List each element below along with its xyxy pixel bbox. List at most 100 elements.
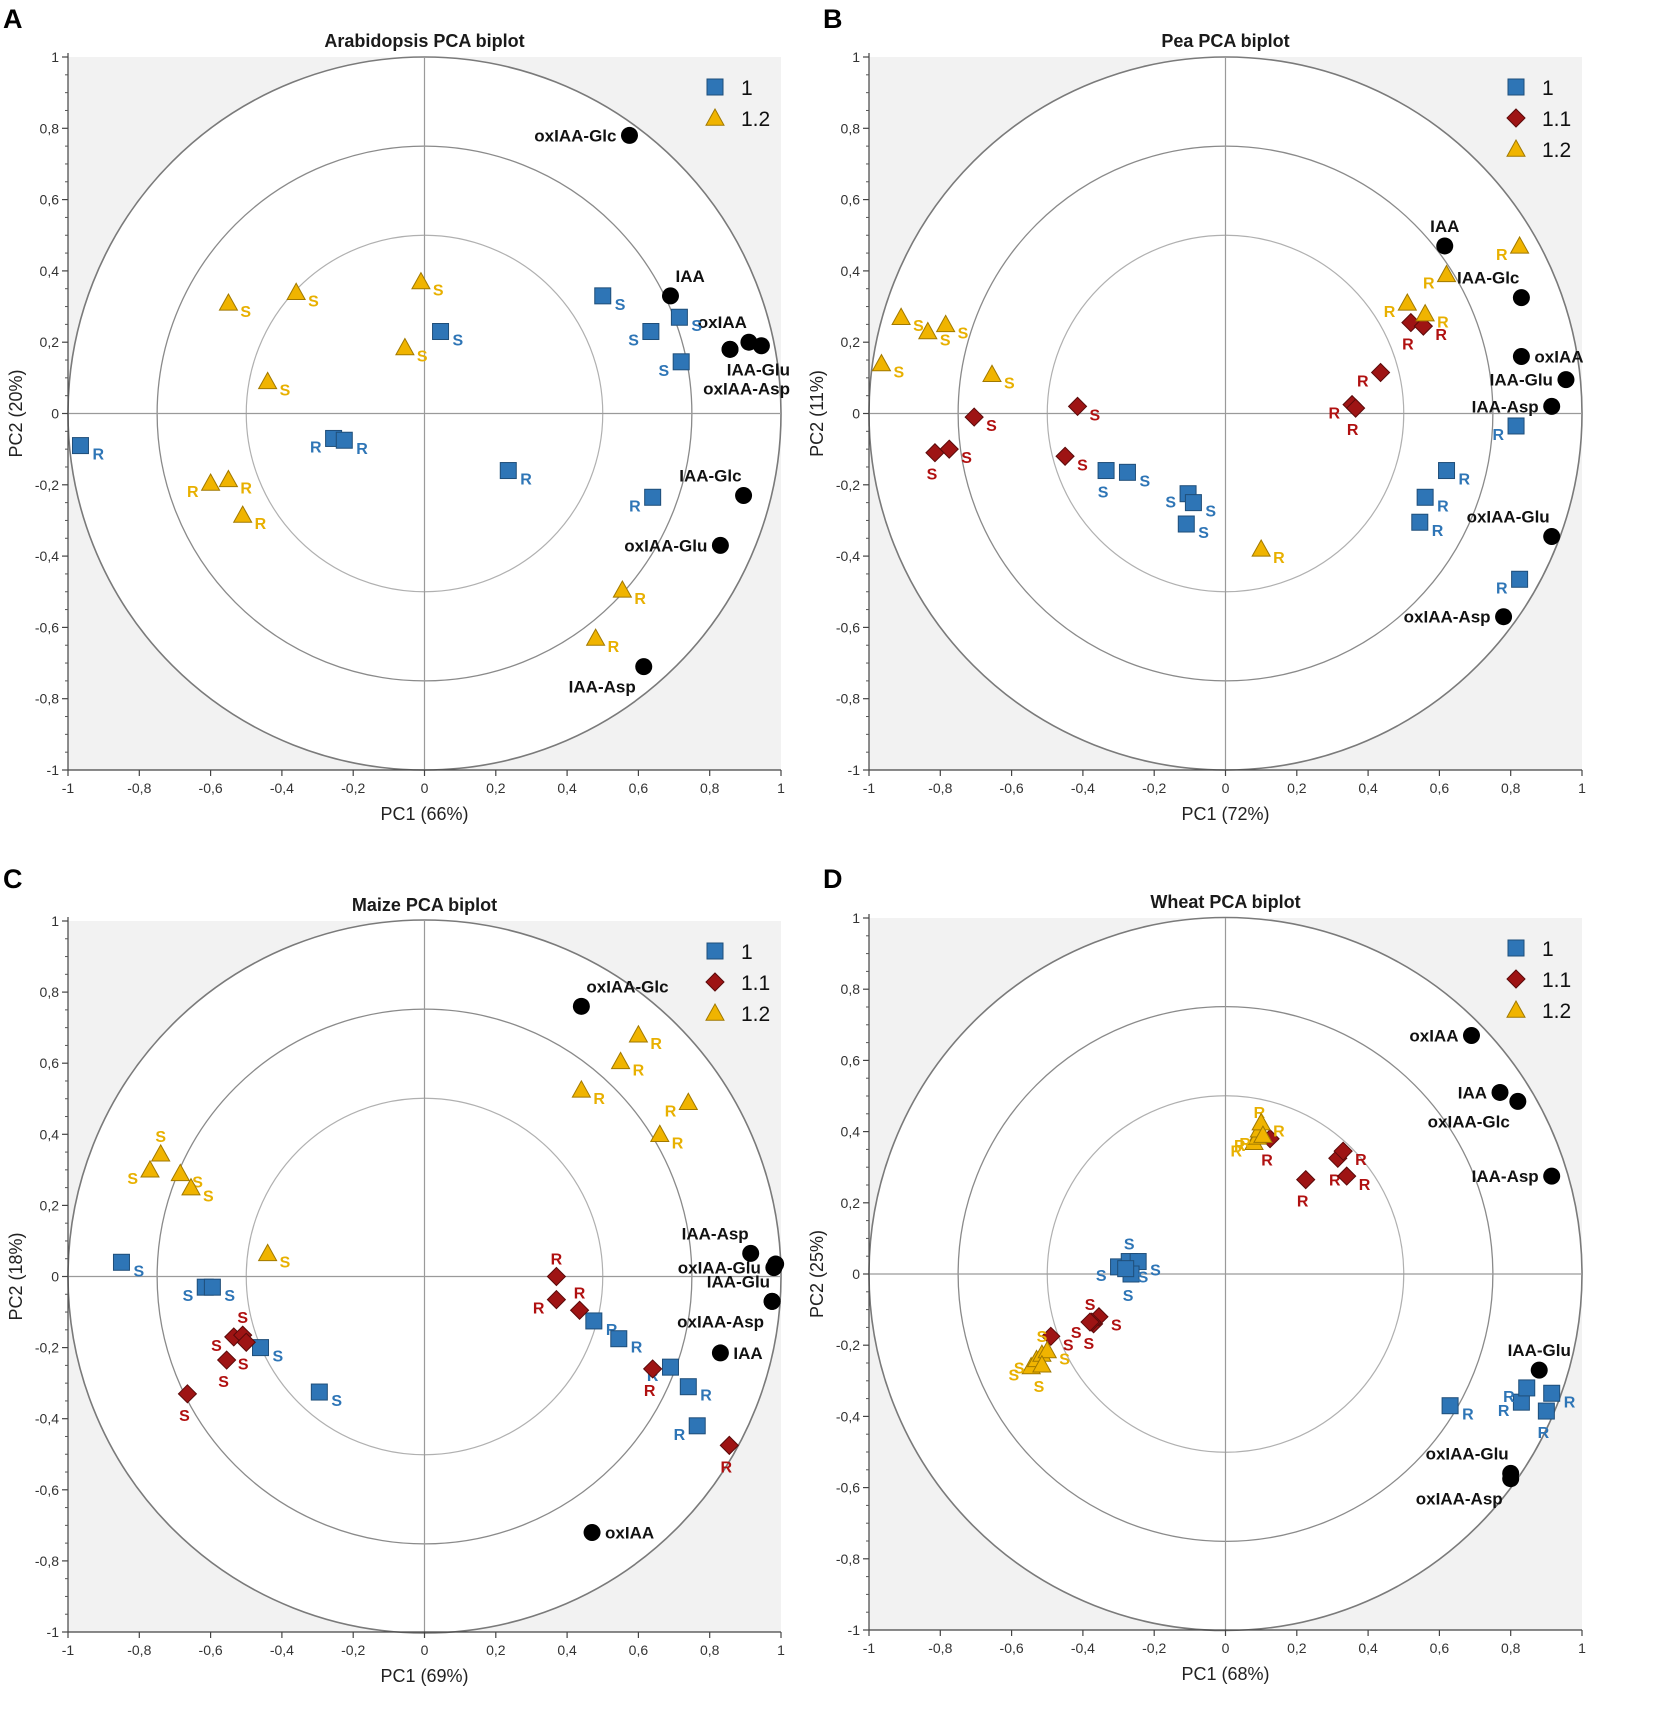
sample-label: S [927,467,938,484]
y-tick-label: -0,6 [836,1480,860,1496]
x-tick-label: -0,8 [928,780,952,796]
sample-point-triangle [1253,1125,1273,1143]
x-tick-label: -0,8 [127,1642,151,1658]
sample-point-square [1438,462,1456,480]
sample-label: S [1004,375,1015,392]
sample-point-square [252,1339,270,1357]
y-tick-label: -0,2 [836,1337,860,1353]
sample-point-diamond [1041,1326,1061,1347]
y-tick-label: -0,4 [836,548,860,564]
sample-point-square [594,287,612,305]
legend-label: 1 [1542,77,1554,100]
sample-label: S [1139,473,1150,490]
x-tick-label: -0,6 [1000,780,1024,796]
x-tick-label: 1 [777,1642,785,1658]
sample-point-diamond [546,1289,567,1310]
legend: 1 1.1 1.2 [1506,938,1571,1023]
sample-label: R [1459,472,1471,489]
sample-point-diamond [642,1359,663,1379]
legend: 1 1.1 1.2 [705,941,770,1026]
x-tick-label: -0,8 [928,1640,952,1656]
sample-label: S [308,293,319,310]
variable-label: oxIAA-Asp [677,1312,764,1331]
variable-label: IAA [675,267,704,286]
variable-point [1543,397,1561,415]
sample-label: S [1034,1379,1045,1396]
variable-label: oxIAA-Glu [1426,1444,1509,1463]
chart-title: Maize PCA biplot [352,895,497,915]
y-tick-label: -0,8 [836,691,860,707]
panel-letter: C [3,864,23,894]
sample-point-triangle [649,1124,670,1142]
sample-label: R [520,472,532,489]
y-axis-label: PC2 (11%) [807,370,827,457]
sample-label: S [1123,1288,1134,1305]
sample-point-diamond [236,1332,256,1352]
sample-point-square [499,462,517,480]
sample-label: R [1496,247,1508,264]
sample-label: S [961,450,972,467]
x-tick-label: -0,4 [1071,780,1095,796]
sample-point-square [1507,417,1525,435]
sample-label: S [1059,1352,1070,1369]
sample-label: R [721,1459,733,1476]
sample-point-triangle [571,1079,592,1098]
sample-label: S [659,363,670,380]
variable-point [1462,1026,1480,1044]
x-tick-label: -1 [863,780,876,796]
sample-point-triangle [891,307,911,325]
x-tick-label: 0,6 [629,780,649,796]
variable-label: IAA-Asp [569,678,636,697]
x-tick-label: -0,2 [1142,1640,1166,1656]
y-tick-label: -0,6 [35,1482,59,1498]
y-tick-label: 1 [852,910,860,926]
variable-point [1436,237,1454,255]
sample-label: S [628,333,639,350]
sample-point-square [1184,494,1202,512]
y-tick-label: -0,4 [35,1411,59,1427]
y-tick-label: 0,8 [40,120,60,136]
sample-point-square [670,308,688,326]
x-tick-label: -0,4 [270,780,294,796]
y-tick-label: 0,4 [841,1124,861,1140]
sample-label: S [203,1189,214,1206]
sample-label: R [608,639,620,656]
legend-marker-square [1507,939,1525,957]
x-tick-label: -1 [62,780,75,796]
sample-point-square [1097,462,1115,480]
sample-label: S [1096,1268,1107,1285]
sample-label: S [1138,1270,1149,1287]
sample-label: R [356,441,368,458]
sample-label: S [211,1338,222,1355]
panel-letter: D [823,864,843,894]
y-tick-label: 0,4 [40,263,60,279]
sample-point-triangle [1509,235,1530,254]
sample-point-triangle [1037,1340,1058,1359]
y-tick-label: -0,2 [35,1340,59,1356]
variable-label: oxIAA-Glc [534,126,616,145]
sample-label: S [127,1171,138,1188]
panel-C: C -1 -0,8 -0,6 -0,4 -0,2 0 0,2 0,4 0,6 0,8 1 -1 -0,8 -… [3,864,785,1686]
variable-point [620,126,638,144]
y-tick-label: 0 [852,406,860,422]
sample-label: R [1384,304,1396,321]
sample-label: R [644,1383,656,1400]
sample-point-square [1537,1402,1555,1420]
sample-point-triangle [1032,1354,1052,1373]
sample-label: R [1498,1403,1510,1420]
y-tick-label: 1 [852,49,860,65]
sample-point-square [71,437,89,455]
sample-point-square [1512,1393,1530,1411]
sample-point-triangle [218,292,239,311]
panel-A: A -1 -0,8 -0,6 -0,4 -0,2 0 0,2 0,4 0,6 0,8 1 -1 -0,8 -… [3,4,790,824]
panel-letter: A [3,4,23,34]
legend-label: 1.2 [741,1003,770,1026]
x-tick-label: -0,2 [341,1642,365,1658]
x-tick-label: 1 [1578,780,1586,796]
sample-label: S [237,1310,248,1327]
variable-point [661,287,679,305]
sample-label: S [240,304,251,321]
x-tick-label: 0,2 [1287,1640,1307,1656]
x-tick-label: 0,8 [1501,780,1521,796]
sample-point-triangle [1251,538,1271,557]
